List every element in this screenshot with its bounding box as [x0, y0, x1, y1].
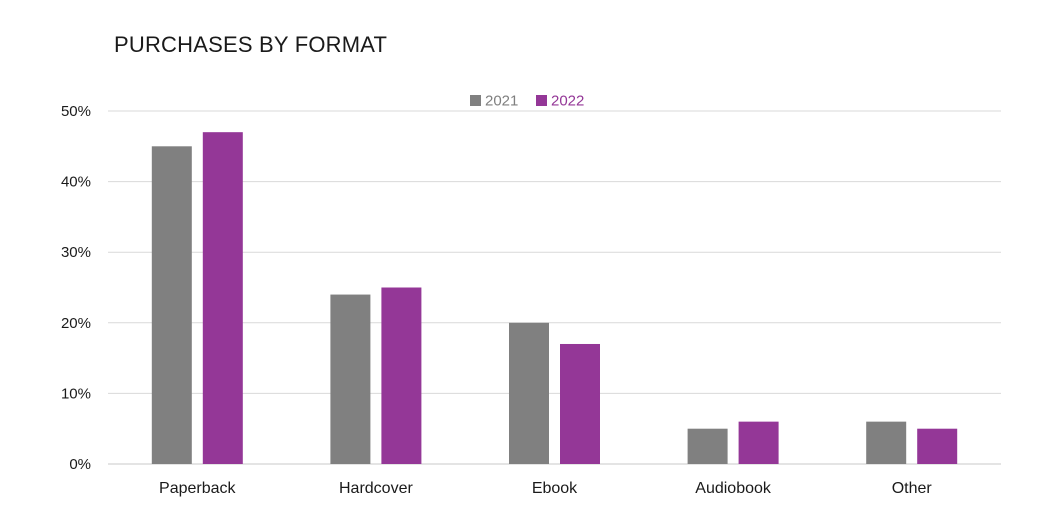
x-category-label: Ebook — [532, 480, 578, 497]
bar-2022-other — [917, 428, 958, 464]
bar-2021-ebook — [509, 322, 549, 464]
gridlines — [108, 110, 1001, 465]
y-axis-ticks: 0% 10% 20% 30% 40% 50% — [61, 103, 91, 473]
y-tick-label: 40% — [61, 174, 91, 191]
bar-2021-audiobook — [687, 428, 728, 464]
legend: 2021 2022 — [470, 93, 584, 110]
legend-label-2021: 2021 — [485, 93, 518, 110]
y-tick-label: 30% — [61, 244, 91, 261]
bar-2021-hardcover — [330, 294, 371, 464]
y-tick-label: 0% — [69, 456, 91, 473]
x-axis-categories: Paperback Hardcover Ebook Audiobook Other — [159, 480, 932, 497]
bar-2021-paperback — [151, 146, 192, 465]
legend-swatch-2022 — [536, 95, 547, 106]
chart-title: PURCHASES BY FORMAT — [114, 32, 388, 57]
x-category-label: Audiobook — [695, 480, 772, 497]
bar-2022-hardcover — [381, 287, 422, 464]
x-category-label: Other — [892, 480, 933, 497]
bar-2022-audiobook — [738, 421, 779, 464]
bar-2022-ebook — [560, 343, 600, 464]
legend-swatch-2021 — [470, 95, 481, 106]
x-category-label: Paperback — [159, 480, 236, 497]
y-tick-label: 20% — [61, 315, 91, 332]
y-tick-label: 10% — [61, 385, 91, 402]
legend-label-2022: 2022 — [551, 93, 584, 110]
bars — [151, 132, 958, 465]
bar-2022-paperback — [202, 132, 243, 464]
bar-2021-other — [866, 421, 907, 464]
x-category-label: Hardcover — [339, 480, 413, 497]
y-tick-label: 50% — [61, 103, 91, 120]
